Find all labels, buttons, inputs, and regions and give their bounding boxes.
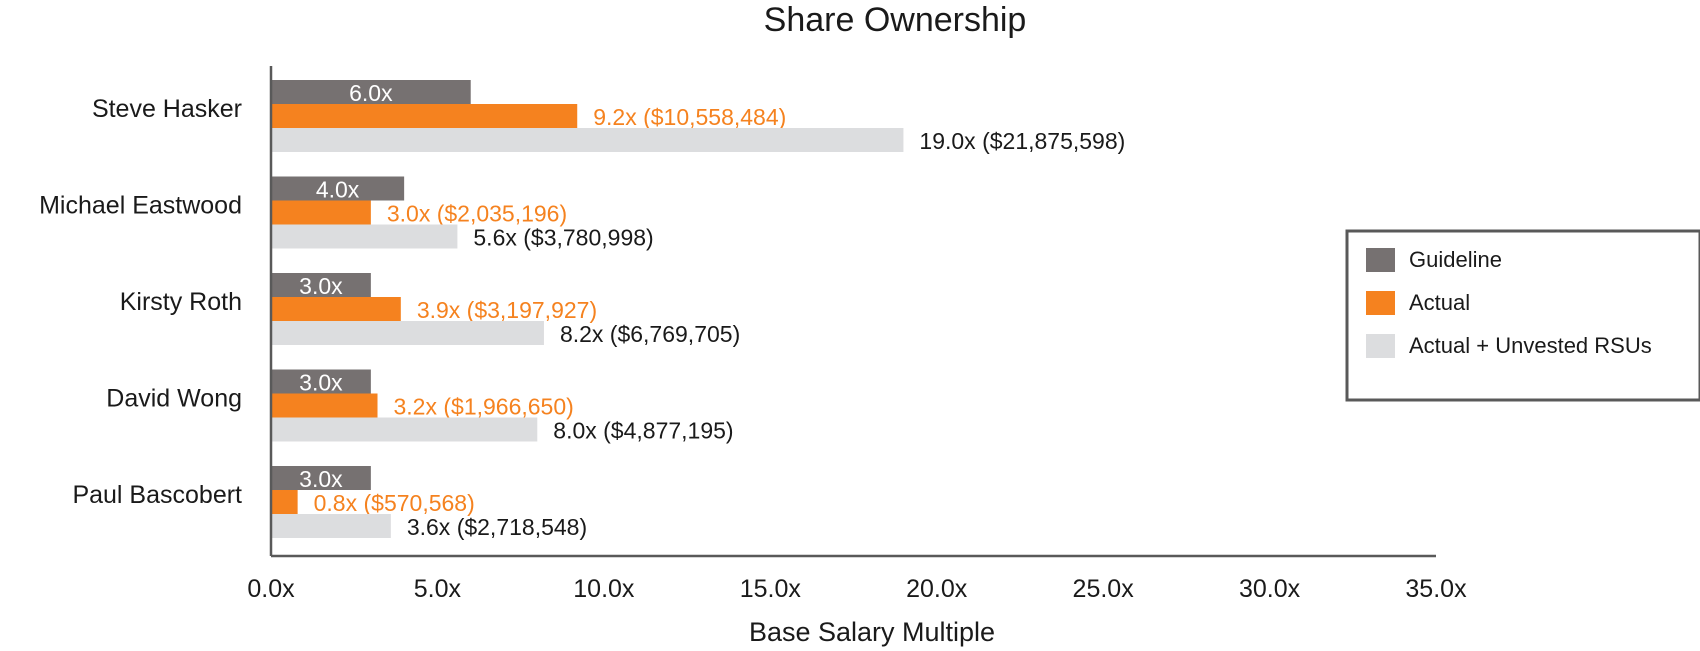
legend-label: Guideline bbox=[1409, 247, 1502, 272]
bar-actual bbox=[271, 297, 401, 321]
data-label: 6.0x bbox=[349, 80, 393, 106]
category-label: David Wong bbox=[106, 385, 242, 413]
bar-actual-unvested-rsus bbox=[271, 224, 458, 249]
legend-swatch bbox=[1366, 248, 1395, 272]
bar-actual-unvested-rsus bbox=[271, 514, 391, 538]
bar-actual bbox=[271, 200, 371, 225]
bar-guideline bbox=[271, 176, 405, 201]
data-label: 3.0x bbox=[299, 273, 343, 299]
category-label: Michael Eastwood bbox=[39, 192, 242, 220]
category-label: Kirsty Roth bbox=[120, 288, 242, 316]
x-tick-label: 0.0x bbox=[247, 575, 295, 603]
category-label: Paul Bascobert bbox=[72, 481, 242, 509]
data-label: 3.2x ($1,966,650) bbox=[394, 394, 574, 420]
bar-actual-unvested-rsus bbox=[271, 128, 904, 152]
x-tick-label: 15.0x bbox=[740, 575, 802, 603]
x-tick-label: 10.0x bbox=[573, 575, 635, 603]
data-label: 4.0x bbox=[316, 177, 360, 203]
legend: Guideline Actual Actual + Unvested RSUs bbox=[1345, 229, 1700, 402]
data-label: 9.2x ($10,558,484) bbox=[593, 104, 786, 130]
data-label: 19.0x ($21,875,598) bbox=[919, 128, 1125, 154]
x-tick-label: 25.0x bbox=[1073, 575, 1135, 603]
data-label: 3.9x ($3,197,927) bbox=[417, 297, 597, 323]
data-label: 8.2x ($6,769,705) bbox=[560, 321, 740, 347]
category-labels: Steve Hasker Michael Eastwood Kirsty Roth D… bbox=[39, 95, 242, 509]
data-label: 8.0x ($4,877,195) bbox=[553, 418, 733, 444]
legend-frame bbox=[1345, 229, 1700, 402]
bar-actual-unvested-rsus bbox=[271, 417, 538, 442]
bar-actual bbox=[271, 393, 378, 418]
data-label: 5.6x ($3,780,998) bbox=[473, 225, 653, 251]
legend-label: Actual bbox=[1409, 290, 1470, 315]
x-tick-label: 5.0x bbox=[414, 575, 462, 603]
x-tick-label: 20.0x bbox=[906, 575, 968, 603]
x-axis-title: Base Salary Multiple bbox=[749, 617, 995, 647]
bar-actual-unvested-rsus bbox=[271, 321, 544, 345]
bar-actual bbox=[271, 104, 578, 128]
x-tick-labels: 0.0x 5.0x 10.0x 15.0x 20.0x 25.0x 30.0x 35.0x bbox=[247, 575, 1467, 603]
data-label: 3.0x bbox=[299, 370, 343, 396]
bar-guideline bbox=[271, 273, 371, 297]
legend-items: Guideline Actual Actual + Unvested RSUs bbox=[1366, 247, 1652, 358]
category-label: Steve Hasker bbox=[92, 95, 242, 123]
chart-title: Share Ownership bbox=[764, 1, 1027, 39]
data-label: 3.0x ($2,035,196) bbox=[387, 201, 567, 227]
bars-group: 6.0x 9.2x ($10,558,484) 19.0x ($21,875,598… bbox=[271, 80, 1125, 540]
x-tick-label: 30.0x bbox=[1239, 575, 1301, 603]
legend-swatch bbox=[1366, 334, 1395, 358]
x-tick-label: 35.0x bbox=[1405, 575, 1467, 603]
legend-label: Actual + Unvested RSUs bbox=[1409, 333, 1652, 358]
bar-guideline bbox=[271, 369, 371, 394]
bar-guideline bbox=[271, 80, 471, 104]
data-label: 3.0x bbox=[299, 466, 343, 492]
data-label: 0.8x ($570,568) bbox=[314, 490, 475, 516]
bar-actual bbox=[271, 490, 298, 514]
bar-guideline bbox=[271, 466, 371, 490]
data-label: 3.6x ($2,718,548) bbox=[407, 514, 587, 540]
legend-swatch bbox=[1366, 291, 1395, 315]
